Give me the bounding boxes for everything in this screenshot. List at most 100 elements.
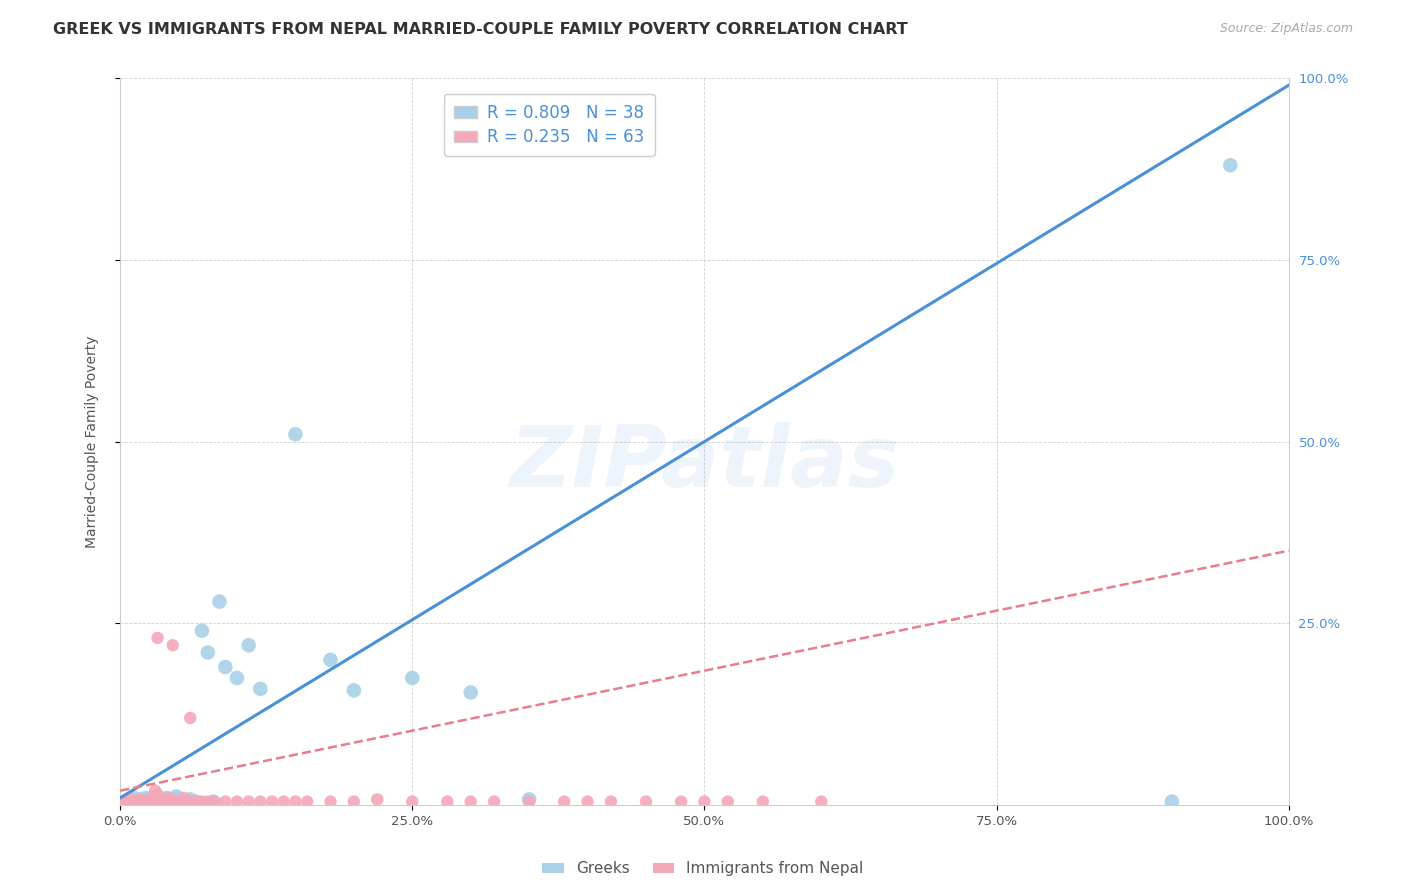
Point xyxy=(249,681,271,696)
Point xyxy=(117,795,139,809)
Point xyxy=(401,671,423,685)
Point xyxy=(156,791,179,805)
Point xyxy=(184,795,207,809)
Point xyxy=(752,795,775,809)
Point xyxy=(693,795,716,809)
Point xyxy=(436,795,458,809)
Point xyxy=(120,792,142,806)
Point xyxy=(132,795,155,809)
Point xyxy=(138,792,160,806)
Point xyxy=(142,795,165,809)
Point xyxy=(142,791,165,805)
Point xyxy=(197,645,219,659)
Point xyxy=(121,795,143,809)
Point xyxy=(115,792,138,806)
Point xyxy=(191,795,214,809)
Point xyxy=(129,795,152,809)
Point xyxy=(214,660,236,674)
Point xyxy=(517,792,540,806)
Point xyxy=(135,795,157,809)
Point xyxy=(167,791,190,805)
Point xyxy=(553,795,575,809)
Point xyxy=(118,795,141,809)
Point xyxy=(179,711,201,725)
Point xyxy=(146,792,169,806)
Point xyxy=(669,795,692,809)
Point xyxy=(122,795,145,809)
Point xyxy=(319,795,342,809)
Point xyxy=(600,795,623,809)
Point xyxy=(150,792,173,806)
Point xyxy=(576,795,599,809)
Point xyxy=(122,795,145,809)
Point xyxy=(156,795,179,809)
Point xyxy=(214,795,236,809)
Point xyxy=(343,683,366,698)
Point xyxy=(153,794,176,808)
Point xyxy=(157,791,180,805)
Point xyxy=(146,787,169,801)
Point xyxy=(1160,795,1182,809)
Point xyxy=(173,795,195,809)
Point xyxy=(284,427,307,442)
Point xyxy=(173,791,195,805)
Point xyxy=(226,795,249,809)
Point xyxy=(179,795,201,809)
Point xyxy=(121,794,143,808)
Y-axis label: Married-Couple Family Poverty: Married-Couple Family Poverty xyxy=(86,335,100,548)
Legend: R = 0.809   N = 38, R = 0.235   N = 63: R = 0.809 N = 38, R = 0.235 N = 63 xyxy=(444,94,655,156)
Point xyxy=(460,685,482,699)
Point xyxy=(810,795,832,809)
Text: GREEK VS IMMIGRANTS FROM NEPAL MARRIED-COUPLE FAMILY POVERTY CORRELATION CHART: GREEK VS IMMIGRANTS FROM NEPAL MARRIED-C… xyxy=(53,22,908,37)
Point xyxy=(162,795,184,809)
Text: ZIPatlas: ZIPatlas xyxy=(509,422,900,505)
Point xyxy=(115,795,138,809)
Point xyxy=(319,653,342,667)
Point xyxy=(184,795,207,809)
Point xyxy=(129,792,152,806)
Legend: Greeks, Immigrants from Nepal: Greeks, Immigrants from Nepal xyxy=(536,855,870,882)
Point xyxy=(124,795,146,809)
Point xyxy=(162,792,184,806)
Point xyxy=(165,789,187,804)
Point xyxy=(157,795,180,809)
Point xyxy=(202,795,225,809)
Point xyxy=(138,795,160,809)
Point xyxy=(167,795,190,809)
Point xyxy=(366,792,388,806)
Point xyxy=(125,795,148,809)
Point xyxy=(249,795,271,809)
Point xyxy=(226,671,249,685)
Point xyxy=(273,795,295,809)
Point xyxy=(284,795,307,809)
Point xyxy=(143,789,166,804)
Point xyxy=(127,795,149,809)
Point xyxy=(146,631,169,645)
Point xyxy=(238,638,260,652)
Point xyxy=(132,793,155,807)
Point xyxy=(343,795,366,809)
Point xyxy=(634,795,657,809)
Point xyxy=(127,795,149,809)
Point xyxy=(401,795,423,809)
Point xyxy=(238,795,260,809)
Point xyxy=(115,795,138,809)
Point xyxy=(197,795,219,809)
Point xyxy=(260,795,283,809)
Point xyxy=(179,792,201,806)
Point xyxy=(517,795,540,809)
Point xyxy=(112,795,135,809)
Point xyxy=(482,795,505,809)
Point xyxy=(150,795,173,809)
Point xyxy=(191,624,214,638)
Point xyxy=(202,795,225,809)
Point xyxy=(460,795,482,809)
Point xyxy=(295,795,318,809)
Point xyxy=(118,792,141,806)
Point xyxy=(717,795,740,809)
Point xyxy=(135,791,157,805)
Point xyxy=(128,795,150,809)
Point xyxy=(129,792,152,806)
Point xyxy=(111,795,134,809)
Point xyxy=(208,594,231,608)
